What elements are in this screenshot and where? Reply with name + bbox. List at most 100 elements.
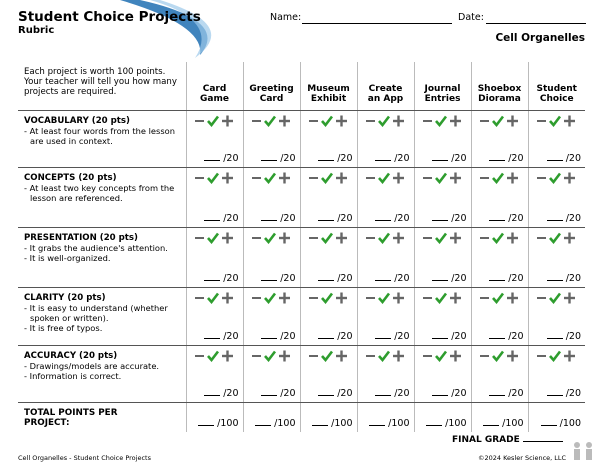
score-blank [546, 337, 563, 339]
score-blank [375, 159, 392, 161]
score-label: /100 [388, 418, 410, 429]
criterion-row: VOCABULARY (20 pts) - At least four words… [18, 110, 585, 168]
column-header: Museum Exhibit [299, 62, 357, 111]
score-cell: /20 [527, 110, 585, 168]
score-blank [318, 394, 335, 396]
final-grade-label: FINAL GRADE [452, 435, 520, 445]
final-grade: FINAL GRADE [452, 435, 563, 445]
score-cell: /100 [356, 402, 414, 432]
score-label: /20 [394, 330, 410, 342]
score-label: /20 [337, 272, 353, 284]
score: /20 [375, 153, 410, 164]
score: /20 [432, 213, 467, 224]
score: /100 [426, 419, 467, 429]
score-label: /20 [451, 387, 467, 399]
score-cell: /20 [527, 227, 585, 288]
score-cell: /20 [299, 345, 357, 403]
score: /20 [489, 330, 524, 342]
rating-icons [479, 115, 518, 127]
intro: Each project is worth 100 points. Your t… [18, 62, 186, 111]
score-blank [546, 219, 563, 221]
score-label: /20 [394, 212, 410, 224]
score: /100 [255, 419, 296, 429]
score-blank [432, 279, 449, 281]
criterion: ACCURACY (20 pts) - Drawings/models are a… [18, 345, 186, 403]
score-cell: /20 [299, 227, 357, 288]
score-label: /20 [223, 212, 239, 224]
score-blank [375, 337, 392, 339]
column-header: Greeting Card [242, 62, 300, 111]
score: /100 [312, 419, 353, 429]
score-label: /20 [280, 387, 296, 399]
rating-icons [194, 172, 233, 184]
score: /20 [204, 152, 239, 164]
score-blank [432, 159, 449, 161]
score-label: /20 [223, 387, 239, 399]
score-blank [255, 425, 272, 426]
score-cell: /20 [413, 167, 471, 228]
rating-icons [479, 350, 518, 362]
score-cell: /20 [356, 345, 414, 403]
score-blank [204, 337, 221, 339]
score-label: /20 [337, 330, 353, 342]
score: /20 [204, 387, 239, 399]
score-blank [318, 159, 335, 161]
score-cell: /20 [242, 167, 300, 228]
score: /100 [483, 418, 524, 429]
score: /20 [261, 330, 296, 342]
score-blank [204, 279, 221, 281]
rating-icons [536, 232, 575, 244]
score-cell: /20 [527, 345, 585, 403]
score: /20 [489, 213, 524, 224]
rating-icons [251, 292, 290, 304]
rating-icons [194, 115, 233, 127]
rating-icons [536, 172, 575, 184]
rating-icons [194, 292, 233, 304]
score-cell: /20 [185, 345, 243, 403]
footer-right: ©2024 Kesler Science, LLC [478, 454, 567, 462]
score-blank [426, 425, 443, 426]
score-blank [204, 394, 221, 396]
score-label: /20 [280, 330, 296, 342]
score: /20 [261, 153, 296, 164]
date-label: Date: [458, 12, 484, 23]
score-blank [204, 219, 221, 221]
score-cell: /100 [470, 402, 528, 432]
score-cell: /20 [527, 167, 585, 228]
score-label: /100 [502, 418, 524, 429]
score: /20 [432, 153, 467, 164]
score-label: /20 [223, 272, 239, 284]
rating-icons [194, 232, 233, 244]
score: /20 [261, 273, 296, 284]
score-blank [489, 337, 506, 339]
total-label: TOTAL POINTS PER PROJECT: [24, 407, 118, 428]
score-cell: /20 [242, 345, 300, 403]
criterion-item: - Information is correct. [24, 370, 122, 381]
score: /20 [546, 153, 581, 164]
score-cell: /100 [527, 402, 585, 432]
score: /20 [318, 330, 353, 342]
score-blank [489, 159, 506, 161]
score-cell: /20 [470, 345, 528, 403]
score-label: /20 [223, 152, 239, 164]
score-label: /20 [394, 272, 410, 284]
score-cell: /20 [356, 227, 414, 288]
score: /20 [432, 387, 467, 399]
criterion-row: CONCEPTS (20 pts) - At least two key conc… [18, 167, 585, 228]
score-label: /20 [565, 272, 581, 284]
score: /20 [546, 387, 581, 399]
score-cell: /20 [527, 287, 585, 346]
criterion-title: VOCABULARY (20 pts) [24, 115, 130, 126]
rating-icons [251, 232, 290, 244]
score-blank [483, 425, 500, 426]
score-label: /20 [508, 330, 524, 342]
score-cell: /20 [470, 110, 528, 168]
score-cell: /20 [299, 167, 357, 228]
score-blank [432, 219, 449, 221]
score-cell: /20 [356, 287, 414, 346]
score-label: /20 [565, 387, 581, 399]
score-blank [546, 159, 563, 161]
column-header: Student Choice [527, 62, 585, 111]
score-blank [489, 279, 506, 281]
criterion-item: - At least two key concepts from the les… [24, 182, 175, 203]
